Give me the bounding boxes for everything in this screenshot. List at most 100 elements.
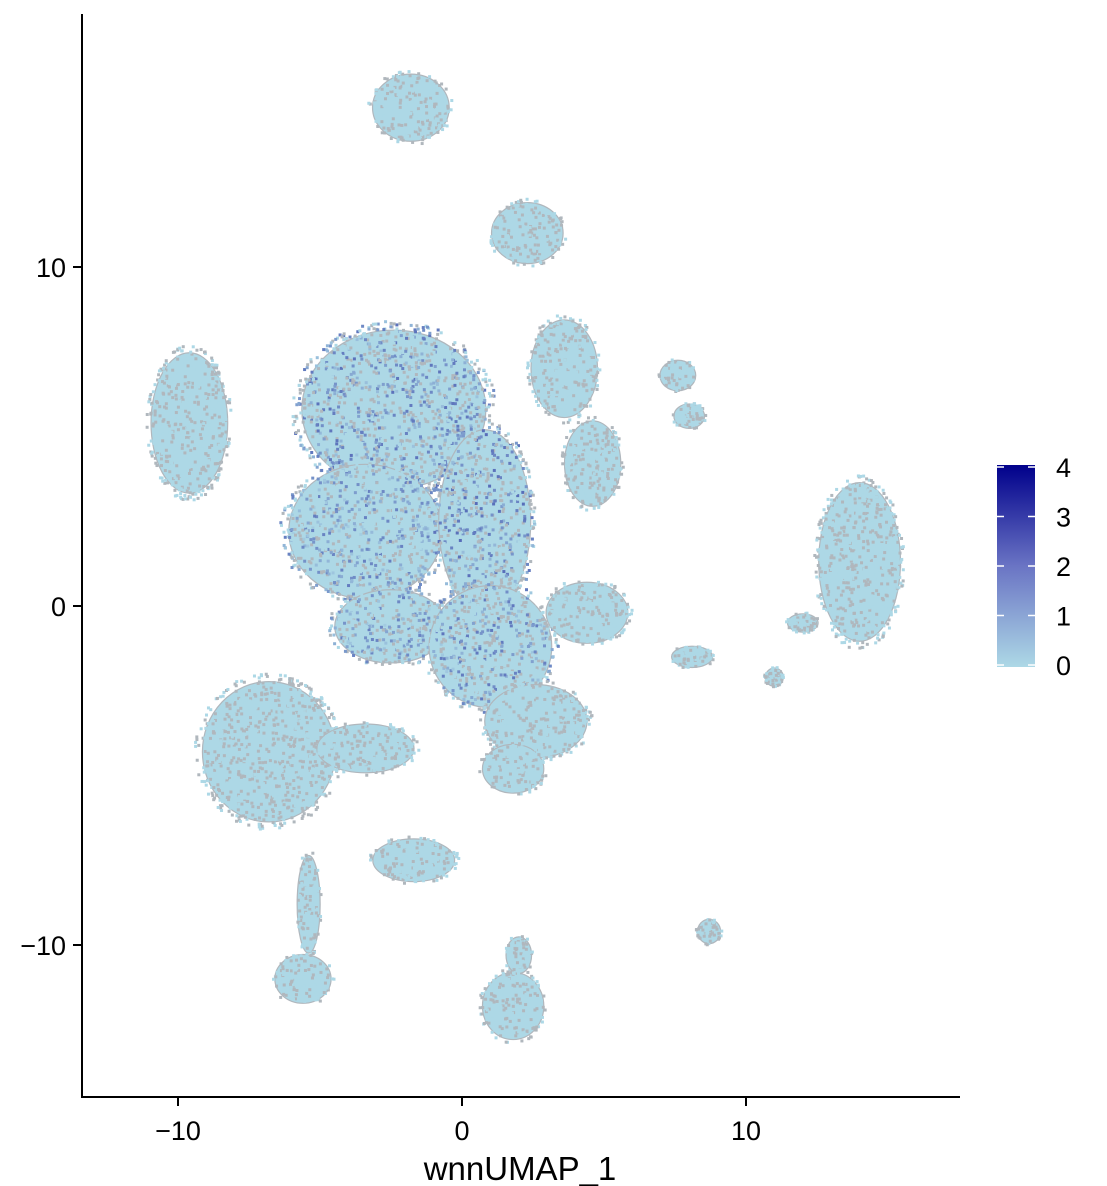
cell-point — [595, 457, 599, 461]
cell-point — [533, 506, 537, 510]
cell-point — [425, 502, 429, 506]
cell-point — [588, 471, 592, 475]
cell-point — [353, 564, 357, 568]
cell-point — [492, 502, 496, 506]
cell-point — [353, 504, 357, 508]
cell-point — [435, 126, 439, 130]
cell-point — [300, 523, 304, 527]
cell-point — [181, 345, 185, 349]
cell-point — [901, 568, 905, 572]
cell-point — [844, 507, 848, 511]
cell-point — [856, 641, 860, 645]
cell-point — [821, 516, 825, 520]
cell-point — [405, 395, 409, 399]
cell-point — [435, 452, 439, 456]
cell-point — [330, 517, 334, 521]
cell-point — [691, 405, 695, 409]
cell-point — [451, 528, 455, 532]
cell-point — [467, 370, 471, 374]
cell-point — [511, 206, 515, 210]
cell-point — [850, 621, 854, 625]
cell-point — [603, 499, 607, 503]
cell-point — [475, 412, 479, 416]
cell-point — [537, 335, 541, 339]
cell-point — [537, 225, 541, 229]
cell-point — [861, 482, 865, 486]
cell-point — [402, 457, 406, 461]
cell-point — [862, 567, 866, 571]
cell-point — [506, 239, 510, 243]
cell-point — [399, 563, 403, 567]
cell-point — [458, 390, 462, 394]
cell-point — [477, 509, 481, 513]
cell-point — [398, 322, 402, 326]
cell-point — [813, 554, 817, 558]
cell-point — [538, 354, 542, 358]
cell-point — [435, 469, 439, 473]
cell-point — [209, 429, 213, 433]
cell-point — [469, 565, 473, 569]
cell-point — [888, 506, 892, 510]
cell-point — [401, 468, 405, 472]
cell-point — [401, 375, 405, 379]
cell-point — [351, 503, 355, 507]
cell-point — [516, 200, 520, 204]
cell-point — [591, 365, 595, 369]
cell-point — [408, 91, 412, 95]
cell-point — [356, 535, 360, 539]
cell-point — [417, 566, 421, 570]
cell-point — [504, 523, 508, 527]
cell-point — [331, 571, 335, 575]
cell-point — [195, 348, 199, 352]
cell-point — [436, 505, 440, 509]
cell-point — [559, 316, 563, 320]
cell-point — [565, 458, 569, 462]
cell-point — [511, 486, 515, 490]
cell-point — [514, 522, 518, 526]
cell-point — [344, 388, 348, 392]
cell-point — [210, 483, 214, 487]
cell-point — [400, 566, 404, 570]
cell-point — [417, 585, 421, 589]
cell-point — [325, 361, 329, 365]
cell-point — [485, 496, 489, 500]
cell-point — [890, 594, 894, 598]
cell-point — [319, 520, 323, 524]
cell-point — [376, 390, 380, 394]
cell-point — [478, 474, 482, 478]
cell-point — [336, 419, 340, 423]
cell-point — [429, 444, 433, 448]
cell-point — [467, 456, 471, 460]
cell-point — [411, 525, 415, 529]
cell-point — [352, 575, 356, 579]
cell-point — [375, 481, 379, 485]
cell-point — [528, 378, 532, 382]
cell-point — [224, 440, 228, 444]
cell-point — [378, 488, 382, 492]
cell-point — [399, 355, 403, 359]
cell-point — [846, 566, 850, 570]
cell-point — [467, 513, 471, 517]
cell-point — [215, 424, 219, 428]
cell-point — [324, 453, 328, 457]
cell-point — [837, 588, 841, 592]
cell-point — [393, 354, 397, 358]
cell-point — [432, 83, 436, 87]
cell-point — [891, 503, 895, 507]
cell-point — [484, 479, 488, 483]
cell-point — [885, 496, 889, 500]
cell-point — [301, 420, 305, 424]
cell-point — [356, 483, 360, 487]
cell-point — [473, 496, 477, 500]
cell-point — [824, 517, 828, 521]
cell-point — [286, 517, 290, 521]
cell-point — [593, 415, 597, 419]
cell-point — [392, 108, 396, 112]
cell-point — [610, 488, 614, 492]
cell-point — [320, 530, 324, 534]
cell-point — [495, 551, 499, 555]
cell-point — [519, 452, 523, 456]
cell-point — [521, 521, 525, 525]
cell-point — [580, 329, 584, 333]
cell-point — [822, 530, 826, 534]
